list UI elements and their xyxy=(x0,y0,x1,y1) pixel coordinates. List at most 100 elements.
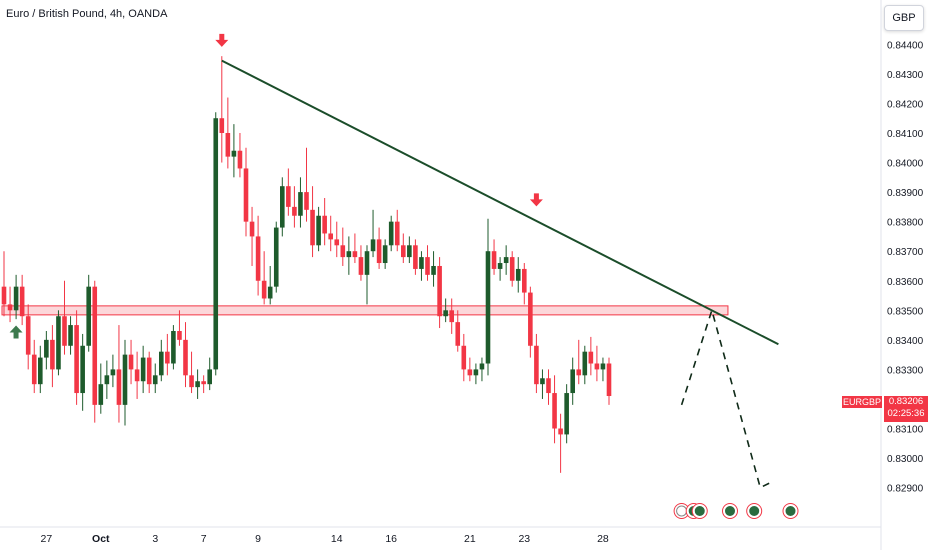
candle xyxy=(80,333,85,411)
event-marker[interactable] xyxy=(722,503,738,519)
candle xyxy=(382,239,388,269)
candle xyxy=(219,56,225,163)
candle-body xyxy=(316,215,321,246)
candle-body xyxy=(298,192,303,216)
candle-body xyxy=(86,286,91,346)
candle xyxy=(7,286,13,323)
candle xyxy=(255,215,261,296)
candle xyxy=(134,351,140,399)
x-axis: 27 Oct 3 7 9 14 16 21 23 28 xyxy=(0,526,881,545)
candle-body xyxy=(340,245,346,258)
candle-body xyxy=(322,215,327,234)
candle-body xyxy=(13,286,19,311)
candle xyxy=(98,363,104,414)
candle xyxy=(431,251,436,287)
event-marker[interactable] xyxy=(782,503,799,519)
candle-body xyxy=(467,369,473,376)
candle xyxy=(104,360,110,399)
candle-body xyxy=(564,393,569,435)
x-tick-label: 14 xyxy=(331,533,343,545)
y-tick-label: 0.84100 xyxy=(887,129,924,140)
candle xyxy=(286,168,291,216)
currency-button[interactable]: GBP xyxy=(884,5,924,31)
candle-body xyxy=(183,339,188,376)
projection-path[interactable] xyxy=(680,307,773,489)
event-dot-icon xyxy=(785,506,796,516)
candle xyxy=(576,339,582,385)
y-tick-label: 0.83800 xyxy=(887,218,924,229)
candle xyxy=(461,333,467,382)
event-marker[interactable] xyxy=(691,503,708,519)
candle-body xyxy=(68,325,73,346)
candle xyxy=(50,325,55,388)
candle-body xyxy=(425,257,430,275)
candle xyxy=(207,357,212,391)
arrow-down-icon xyxy=(215,33,229,47)
event-marker[interactable] xyxy=(746,503,763,519)
candle-body xyxy=(146,357,152,385)
candle-body xyxy=(255,236,261,281)
y-tick-label: 0.82900 xyxy=(887,484,924,495)
candle xyxy=(564,384,569,444)
candle-body xyxy=(267,286,273,299)
candle xyxy=(509,251,515,287)
candle xyxy=(473,363,479,385)
candle-body xyxy=(304,192,309,210)
candle xyxy=(522,263,527,305)
candle-body xyxy=(443,310,448,317)
event-dot-icon xyxy=(749,506,760,516)
candle xyxy=(273,221,279,293)
event-markers[interactable] xyxy=(673,503,799,519)
resistance-zone[interactable] xyxy=(1,305,729,316)
candle-body xyxy=(122,354,128,405)
candle xyxy=(340,227,346,266)
candle xyxy=(249,206,255,266)
candle-body xyxy=(364,251,370,275)
candle xyxy=(110,354,116,388)
y-tick-label: 0.83400 xyxy=(887,336,924,347)
candle-body xyxy=(346,251,352,258)
candle xyxy=(231,124,237,178)
arrow-down-icon xyxy=(529,193,543,207)
candle xyxy=(19,274,25,326)
arrow-markers xyxy=(9,33,543,339)
candle-body xyxy=(491,251,497,269)
candle-body xyxy=(534,345,539,385)
candle xyxy=(546,369,551,405)
candle-body xyxy=(558,428,563,435)
candle-body xyxy=(582,351,588,376)
candle xyxy=(38,345,43,394)
candle xyxy=(243,147,249,237)
candle xyxy=(328,215,333,252)
trendline[interactable] xyxy=(221,59,779,346)
candle xyxy=(570,357,575,405)
candle-body xyxy=(606,363,612,397)
x-tick-label: 28 xyxy=(597,533,609,545)
candle xyxy=(449,298,454,334)
candle xyxy=(467,357,473,382)
candle xyxy=(128,339,134,385)
y-tick-label: 0.83100 xyxy=(887,425,924,436)
candle-body xyxy=(62,316,67,346)
candle xyxy=(322,198,327,246)
candle xyxy=(213,112,219,376)
candle-body xyxy=(7,304,13,311)
candle-body xyxy=(231,150,237,157)
candle-body xyxy=(273,227,279,287)
candle xyxy=(425,245,430,281)
candle xyxy=(56,310,61,376)
candle xyxy=(146,351,152,394)
candle-body xyxy=(479,363,485,370)
candle-body xyxy=(110,369,116,376)
y-tick-label: 0.83600 xyxy=(887,277,924,288)
candle-body xyxy=(116,369,122,405)
arrow-up-icon xyxy=(9,325,23,339)
chart-title: Euro / British Pound, 4h, OANDA xyxy=(6,8,168,20)
x-tick-label: 16 xyxy=(385,533,397,545)
candle-body xyxy=(431,265,436,275)
candle xyxy=(600,357,606,382)
candle-body xyxy=(503,257,509,264)
candle xyxy=(177,310,182,346)
symbol-price-tag: EURGBP xyxy=(842,396,882,408)
